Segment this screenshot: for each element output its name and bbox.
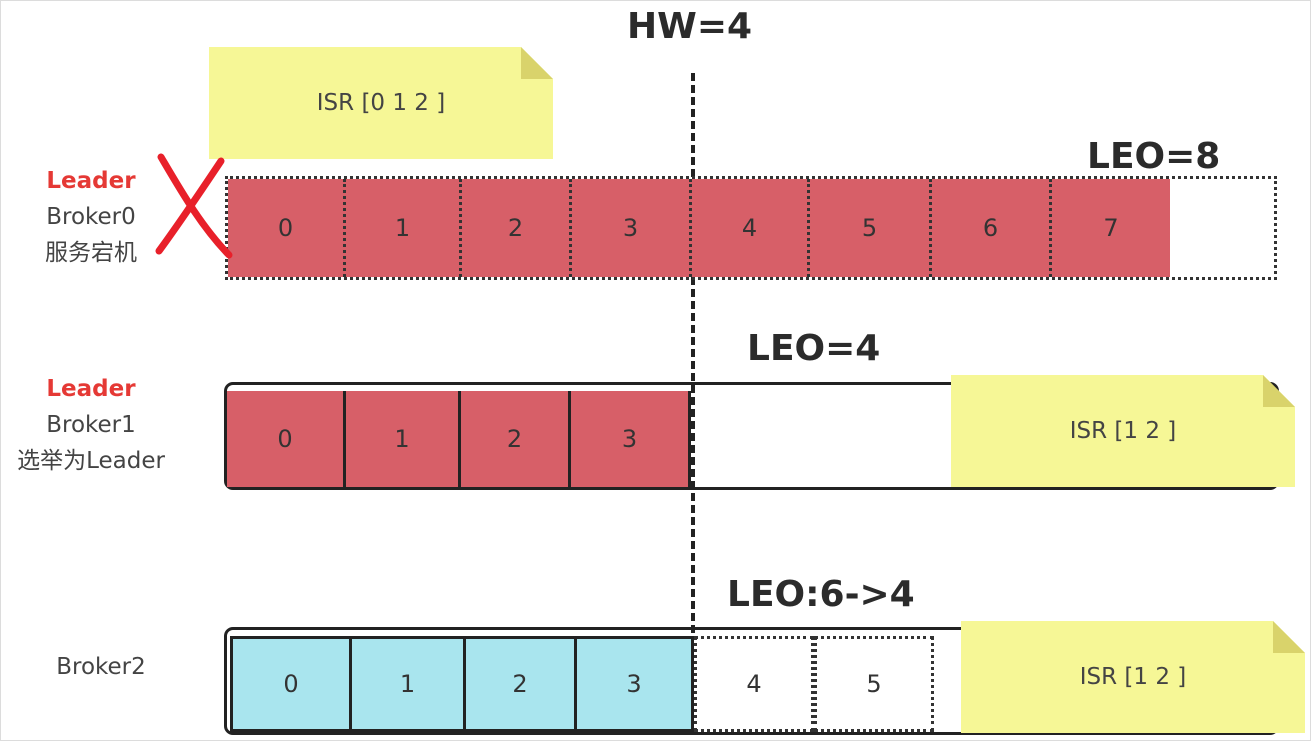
broker2-cell-1: 1 xyxy=(349,636,466,732)
broker2-cell-2: 2 xyxy=(463,636,577,732)
isr-label-broker1: ISR [1 2 ] xyxy=(1069,418,1177,444)
broker1-log: 0 1 2 3 xyxy=(224,382,1279,490)
broker0-cell-1: 1 xyxy=(346,179,462,277)
broker2-log: 0 1 2 3 4 5 xyxy=(224,627,1279,735)
broker0-label: Leader Broker0 服务宕机 xyxy=(21,163,161,271)
note-fold-icon xyxy=(1273,621,1305,653)
note-fold-icon xyxy=(1263,375,1295,407)
red-cross-icon xyxy=(155,153,233,259)
isr-label-broker2: ISR [1 2 ] xyxy=(1079,664,1187,690)
isr-note-broker1: ISR [1 2 ] xyxy=(951,375,1295,487)
broker0-cell-6: 6 xyxy=(932,179,1052,277)
isr-note-broker2: ISR [1 2 ] xyxy=(961,621,1305,733)
broker0-note: 服务宕机 xyxy=(45,240,137,266)
hw-dashed-line xyxy=(691,73,695,633)
broker2-truncated-cell-4: 4 xyxy=(694,636,814,732)
broker0-leo-label: LEO=8 xyxy=(1087,136,1221,177)
broker0-cell-5: 5 xyxy=(810,179,932,277)
broker0-log-frame xyxy=(225,176,1277,280)
isr-note-broker0: ISR [0 1 2 ] xyxy=(209,47,553,159)
note-fold-icon xyxy=(521,47,553,79)
broker1-name: Broker1 xyxy=(46,412,136,438)
broker2-truncated-cell-5: 5 xyxy=(814,636,934,732)
broker2-name: Broker2 xyxy=(56,654,146,680)
isr-label-broker0: ISR [0 1 2 ] xyxy=(316,90,446,116)
broker0-cell-4: 4 xyxy=(692,179,810,277)
broker0-cell-0: 0 xyxy=(228,179,346,277)
broker1-role: Leader xyxy=(46,376,136,402)
broker2-label: Broker2 xyxy=(21,649,181,685)
broker0-role: Leader xyxy=(46,168,136,194)
broker1-cell-1: 1 xyxy=(346,391,461,487)
broker2-leo-label: LEO:6->4 xyxy=(727,574,915,615)
broker1-label: Leader Broker1 选举为Leader xyxy=(1,371,181,479)
broker0-log: 0 1 2 3 4 5 6 7 xyxy=(225,176,1277,280)
hw-label: HW=4 xyxy=(627,6,753,47)
broker2-cell-0: 0 xyxy=(230,636,352,732)
broker1-cell-3: 3 xyxy=(571,391,691,487)
broker0-cell-3: 3 xyxy=(572,179,692,277)
broker1-cell-0: 0 xyxy=(227,391,346,487)
broker0-cell-7: 7 xyxy=(1052,179,1170,277)
broker0-cell-2: 2 xyxy=(462,179,572,277)
broker1-leo-label: LEO=4 xyxy=(747,328,881,369)
broker1-cell-2: 2 xyxy=(461,391,571,487)
broker2-cell-3: 3 xyxy=(574,636,694,732)
broker1-note: 选举为Leader xyxy=(17,448,165,474)
broker0-name: Broker0 xyxy=(46,204,136,230)
